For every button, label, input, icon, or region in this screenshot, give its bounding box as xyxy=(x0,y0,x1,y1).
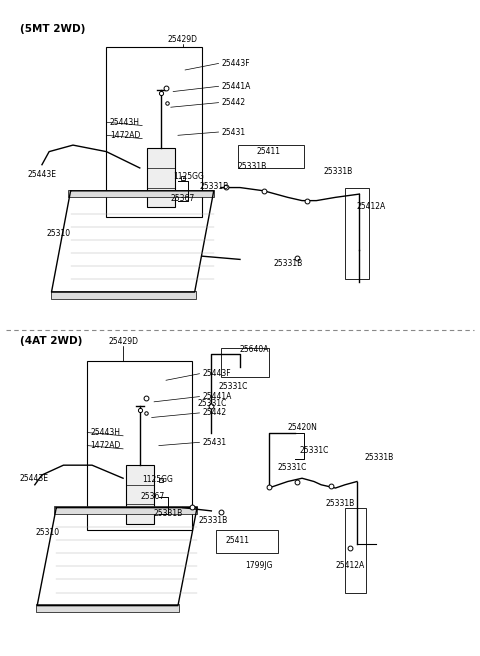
Text: 25442: 25442 xyxy=(203,409,227,417)
Text: 25331B: 25331B xyxy=(364,453,393,462)
Text: 25367: 25367 xyxy=(171,194,195,203)
Bar xyxy=(54,506,197,514)
Text: 25411: 25411 xyxy=(257,147,281,156)
Text: 25310: 25310 xyxy=(47,229,71,237)
Bar xyxy=(345,188,369,279)
Text: 25331C: 25331C xyxy=(197,400,227,408)
Text: 25411: 25411 xyxy=(226,536,250,544)
Bar xyxy=(50,291,196,298)
Text: 1125GG: 1125GG xyxy=(173,172,204,181)
Bar xyxy=(107,47,202,217)
Text: 25431: 25431 xyxy=(222,127,246,136)
Text: 25429D: 25429D xyxy=(168,35,198,44)
Text: 25331C: 25331C xyxy=(300,446,329,455)
Text: 25331B: 25331B xyxy=(326,499,355,508)
Text: 25331B: 25331B xyxy=(199,182,228,191)
Bar xyxy=(221,348,269,377)
Bar xyxy=(238,145,304,168)
Text: 25367: 25367 xyxy=(141,492,165,501)
Text: 25310: 25310 xyxy=(36,528,60,537)
Text: 25429D: 25429D xyxy=(108,337,138,346)
Text: 25331C: 25331C xyxy=(218,382,248,391)
Text: 25331B: 25331B xyxy=(324,167,353,176)
Bar xyxy=(87,361,192,531)
Text: 25431: 25431 xyxy=(203,438,227,447)
Text: (4AT 2WD): (4AT 2WD) xyxy=(21,337,83,346)
Text: 25443H: 25443H xyxy=(91,428,120,437)
Text: 25331B: 25331B xyxy=(153,509,182,518)
Text: 25412A: 25412A xyxy=(357,202,386,211)
Bar xyxy=(216,531,278,554)
Text: 25331B: 25331B xyxy=(274,260,303,268)
Text: 25331B: 25331B xyxy=(199,516,228,525)
Text: (5MT 2WD): (5MT 2WD) xyxy=(21,24,86,34)
Text: 25443E: 25443E xyxy=(28,170,57,179)
Text: 25441A: 25441A xyxy=(222,82,251,91)
Bar xyxy=(345,508,366,592)
Text: 1799JG: 1799JG xyxy=(245,561,272,569)
Bar xyxy=(36,604,180,612)
Text: 25331C: 25331C xyxy=(277,463,307,472)
Text: 25420N: 25420N xyxy=(288,423,318,432)
Text: 25331B: 25331B xyxy=(238,162,267,171)
Text: 1472AD: 1472AD xyxy=(110,131,140,140)
Text: 25412A: 25412A xyxy=(336,561,365,569)
Text: 25443F: 25443F xyxy=(222,59,251,68)
Text: 1125GG: 1125GG xyxy=(142,475,173,484)
Bar xyxy=(147,148,175,207)
Text: 25640A: 25640A xyxy=(240,345,269,354)
Bar xyxy=(126,465,154,524)
Bar xyxy=(68,190,214,197)
Text: 25442: 25442 xyxy=(222,98,246,107)
Text: 25441A: 25441A xyxy=(203,392,232,401)
Text: 25443E: 25443E xyxy=(20,474,48,483)
Text: 1472AD: 1472AD xyxy=(91,441,121,450)
Text: 25443H: 25443H xyxy=(110,117,140,127)
Text: 25443F: 25443F xyxy=(203,369,231,379)
